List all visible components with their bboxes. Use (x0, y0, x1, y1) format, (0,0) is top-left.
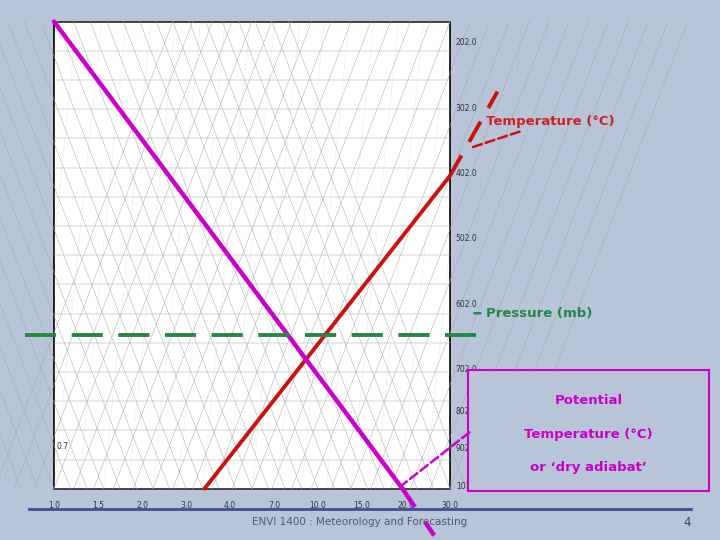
Text: Pressure (mb): Pressure (mb) (474, 307, 593, 320)
Text: 1.0: 1.0 (48, 501, 60, 510)
Text: 302.0: 302.0 (456, 104, 477, 112)
Text: Potential: Potential (554, 394, 623, 407)
Text: 2.0: 2.0 (136, 501, 148, 510)
FancyBboxPatch shape (468, 370, 709, 491)
Text: 10.0: 10.0 (310, 501, 326, 510)
Text: Temperature (°C): Temperature (°C) (473, 115, 615, 147)
Text: 30.0: 30.0 (441, 501, 459, 510)
Text: 1.5: 1.5 (92, 501, 104, 510)
Text: 3.0: 3.0 (180, 501, 192, 510)
Text: 802.0: 802.0 (456, 407, 477, 416)
Text: 4.0: 4.0 (224, 501, 236, 510)
Text: 1072.0: 1072.0 (456, 482, 482, 491)
FancyBboxPatch shape (54, 22, 450, 489)
Text: 7.0: 7.0 (268, 501, 280, 510)
Text: 902.0: 902.0 (456, 444, 477, 454)
Text: 402.0: 402.0 (456, 169, 477, 178)
Text: ENVI 1400 : Meteorology and Forecasting: ENVI 1400 : Meteorology and Forecasting (253, 517, 467, 527)
Text: Temperature (°C): Temperature (°C) (524, 428, 653, 441)
Text: 0.7: 0.7 (57, 442, 69, 451)
Text: or ‘dry adiabat’: or ‘dry adiabat’ (530, 461, 647, 474)
Text: 15.0: 15.0 (354, 501, 370, 510)
Text: 602.0: 602.0 (456, 300, 477, 309)
Text: 4: 4 (684, 516, 691, 529)
Text: 20.0: 20.0 (397, 501, 415, 510)
Text: 502.0: 502.0 (456, 234, 477, 244)
Text: 702.0: 702.0 (456, 365, 477, 374)
Text: 202.0: 202.0 (456, 38, 477, 47)
